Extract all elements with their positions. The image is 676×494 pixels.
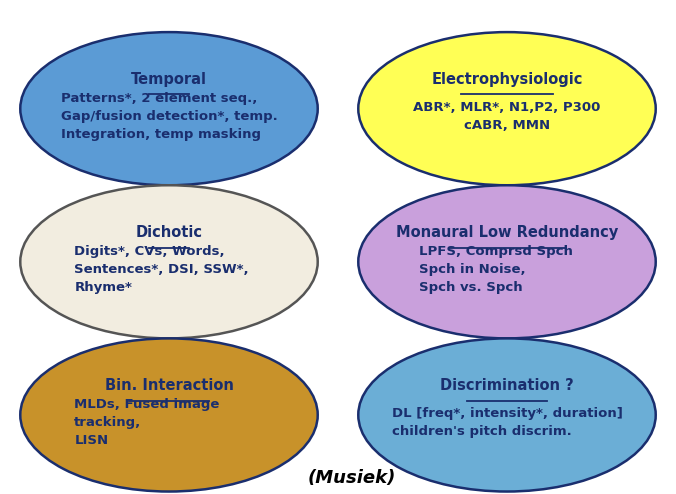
Text: ABR*, MLR*, N1,P2, P300
cABR, MMN: ABR*, MLR*, N1,P2, P300 cABR, MMN [413, 101, 601, 132]
Text: MLDs, Fused image
tracking,
LISN: MLDs, Fused image tracking, LISN [74, 398, 220, 447]
Text: Patterns*, 2 element seq.,
Gap/fusion detection*, temp.
Integration, temp maskin: Patterns*, 2 element seq., Gap/fusion de… [61, 92, 278, 141]
Ellipse shape [20, 338, 318, 492]
Text: LPFS, Comprsd Spch
Spch in Noise,
Spch vs. Spch: LPFS, Comprsd Spch Spch in Noise, Spch v… [419, 245, 573, 294]
Text: DL [freq*, intensity*, duration]
children's pitch discrim.: DL [freq*, intensity*, duration] childre… [392, 407, 623, 438]
Text: Discrimination ?: Discrimination ? [440, 378, 574, 393]
Text: Temporal: Temporal [131, 72, 207, 87]
Text: Monaural Low Redundancy: Monaural Low Redundancy [396, 225, 618, 240]
Ellipse shape [20, 32, 318, 185]
Ellipse shape [358, 185, 656, 338]
Ellipse shape [20, 185, 318, 338]
Text: Dichotic: Dichotic [135, 225, 203, 240]
Ellipse shape [358, 338, 656, 492]
Text: Digits*, CVs, Words,
Sentences*, DSI, SSW*,
Rhyme*: Digits*, CVs, Words, Sentences*, DSI, SS… [74, 245, 249, 294]
Text: Bin. Interaction: Bin. Interaction [105, 378, 233, 393]
Text: (Musiek): (Musiek) [308, 469, 395, 487]
Text: Electrophysiologic: Electrophysiologic [431, 72, 583, 87]
Ellipse shape [358, 32, 656, 185]
